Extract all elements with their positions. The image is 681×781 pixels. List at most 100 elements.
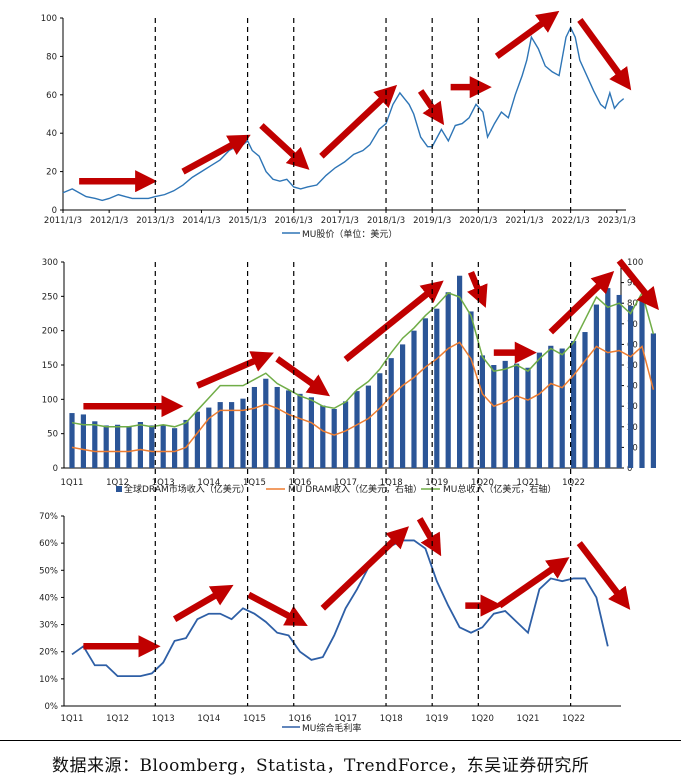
legend-label-gross-margin: MU综合毛利率 — [302, 722, 361, 734]
bar-dram-market — [422, 318, 428, 468]
legend-label-mu-total: MU总收入（亿美元，右轴） — [443, 483, 556, 495]
bar-dram-market — [149, 425, 155, 468]
trend-arrow — [319, 84, 398, 159]
bar-dram-market — [616, 294, 622, 468]
trend-arrow — [467, 271, 488, 308]
x-tick-label: 1Q14 — [197, 714, 220, 724]
x-tick-label: 1Q20 — [471, 478, 494, 488]
bar-dram-market — [639, 296, 645, 468]
bar-dram-market — [502, 360, 508, 468]
bar-dram-market — [536, 352, 542, 468]
trend-arrow — [494, 10, 560, 60]
y-tick-label: 40 — [46, 129, 57, 139]
x-tick-label: 2012/1/3 — [90, 216, 128, 226]
bar-dram-market — [628, 305, 634, 468]
left-y-tick-label: 50 — [47, 430, 58, 440]
bar-dram-market — [434, 308, 440, 468]
bar-dram-market — [274, 386, 280, 468]
trend-arrow — [275, 356, 331, 397]
series-line-mu-price — [62, 25, 625, 202]
legend-label-mu-dram: MU DRAM收入（亿美元，右轴） — [288, 483, 422, 495]
left-y-tick-label: 250 — [42, 292, 58, 302]
series-line-mu-dram — [71, 341, 655, 453]
y-tick-label: 60 — [46, 91, 57, 101]
trend-arrow — [577, 18, 632, 91]
y-tick-label: 0% — [45, 702, 59, 712]
y-tick-label: 10% — [39, 675, 58, 685]
bar-dram-market — [160, 425, 166, 468]
bar-dram-market — [468, 311, 474, 468]
x-tick-label: 1Q16 — [289, 714, 312, 724]
x-tick-label: 2022/1/3 — [552, 216, 590, 226]
bar-dram-market — [251, 386, 257, 468]
trend-arrow — [416, 517, 442, 557]
bar-dram-market — [354, 391, 360, 468]
x-tick-label: 1Q15 — [243, 478, 266, 488]
bar-dram-market — [263, 378, 269, 468]
bar-dram-market — [377, 373, 383, 468]
trend-arrow — [576, 541, 631, 610]
bar-dram-market — [571, 340, 577, 468]
stock-price-chart: 0 20 40 60 80 100 2011/1/3 2012/1/3 2013/1/3 2014… — [41, 10, 636, 240]
bar-dram-market — [320, 405, 326, 468]
y-tick-label: 50% — [39, 566, 58, 576]
bar-dram-market — [194, 411, 200, 468]
x-tick-label: 1Q13 — [152, 714, 175, 724]
x-tick-label: 2014/1/3 — [182, 216, 220, 226]
bar-dram-market — [400, 344, 406, 468]
x-tick-label: 1Q22 — [562, 714, 585, 724]
x-tick-label: 1Q13 — [152, 478, 175, 488]
bar-dram-market — [217, 402, 223, 468]
trend-arrow — [548, 270, 615, 335]
cycle-divider-lines — [154, 18, 572, 706]
x-tick-label: 1Q20 — [471, 714, 494, 724]
bar-dram-market — [514, 363, 520, 468]
x-tick-label: 1Q11 — [61, 714, 84, 724]
trend-arrow — [417, 89, 445, 126]
bar-dram-market — [365, 385, 371, 468]
y-tick-label: 0 — [52, 206, 57, 216]
bar-dram-market — [183, 419, 189, 468]
series-line-mu-total — [71, 290, 655, 428]
x-tick-label: 1Q19 — [425, 478, 448, 488]
x-tick-label: 1Q17 — [334, 478, 357, 488]
left-y-tick-label: 0 — [53, 464, 58, 474]
y-tick-label: 40% — [39, 593, 58, 603]
bar-dram-market — [559, 348, 565, 468]
bar-dram-market — [103, 425, 109, 468]
x-tick-label: 2017/1/3 — [321, 216, 359, 226]
gross-margin-chart: 0% 10% 20% 30% 40% 50% 60% 70% 1Q11 1Q12 1Q13 1Q14 1… — [39, 512, 631, 734]
legend-label-mu-price: MU股价（单位：美元） — [302, 228, 397, 240]
x-tick-label: 1Q12 — [106, 478, 129, 488]
y-tick-label: 70% — [39, 512, 58, 522]
trend-arrow — [320, 526, 410, 611]
x-tick-label: 1Q17 — [334, 714, 357, 724]
x-tick-label: 1Q22 — [562, 478, 585, 488]
x-tick-label: 2015/1/3 — [228, 216, 266, 226]
x-tick-label: 1Q11 — [61, 478, 84, 488]
legend-label-dram-market: 全球DRAM市场收入（亿美元） — [124, 483, 250, 495]
x-tick-label: 2011/1/3 — [44, 216, 82, 226]
series-line-gross-margin — [71, 539, 609, 678]
x-tick-label: 2016/1/3 — [275, 216, 313, 226]
bar-dram-market — [457, 275, 463, 468]
right-y-tick-label: 100 — [627, 258, 643, 268]
trend-arrow — [497, 557, 570, 609]
x-tick-label: 2019/1/3 — [413, 216, 451, 226]
bar-dram-market — [331, 408, 337, 468]
bar-dram-market — [126, 426, 132, 468]
x-tick-label: 1Q14 — [197, 478, 220, 488]
bar-dram-market — [593, 304, 599, 468]
x-tick-label: 1Q19 — [425, 714, 448, 724]
bar-dram-market — [491, 365, 497, 468]
right-y-tick-label: 0 — [627, 464, 632, 474]
right-y-tick-label: 90 — [627, 279, 638, 289]
bar-dram-market — [137, 421, 143, 468]
left-y-tick-label: 200 — [42, 327, 58, 337]
bar-dram-market — [297, 393, 303, 468]
left-y-tick-label: 300 — [42, 258, 58, 268]
trend-arrow — [181, 134, 251, 175]
y-tick-label: 30% — [39, 621, 58, 631]
y-tick-label: 80 — [46, 52, 57, 62]
